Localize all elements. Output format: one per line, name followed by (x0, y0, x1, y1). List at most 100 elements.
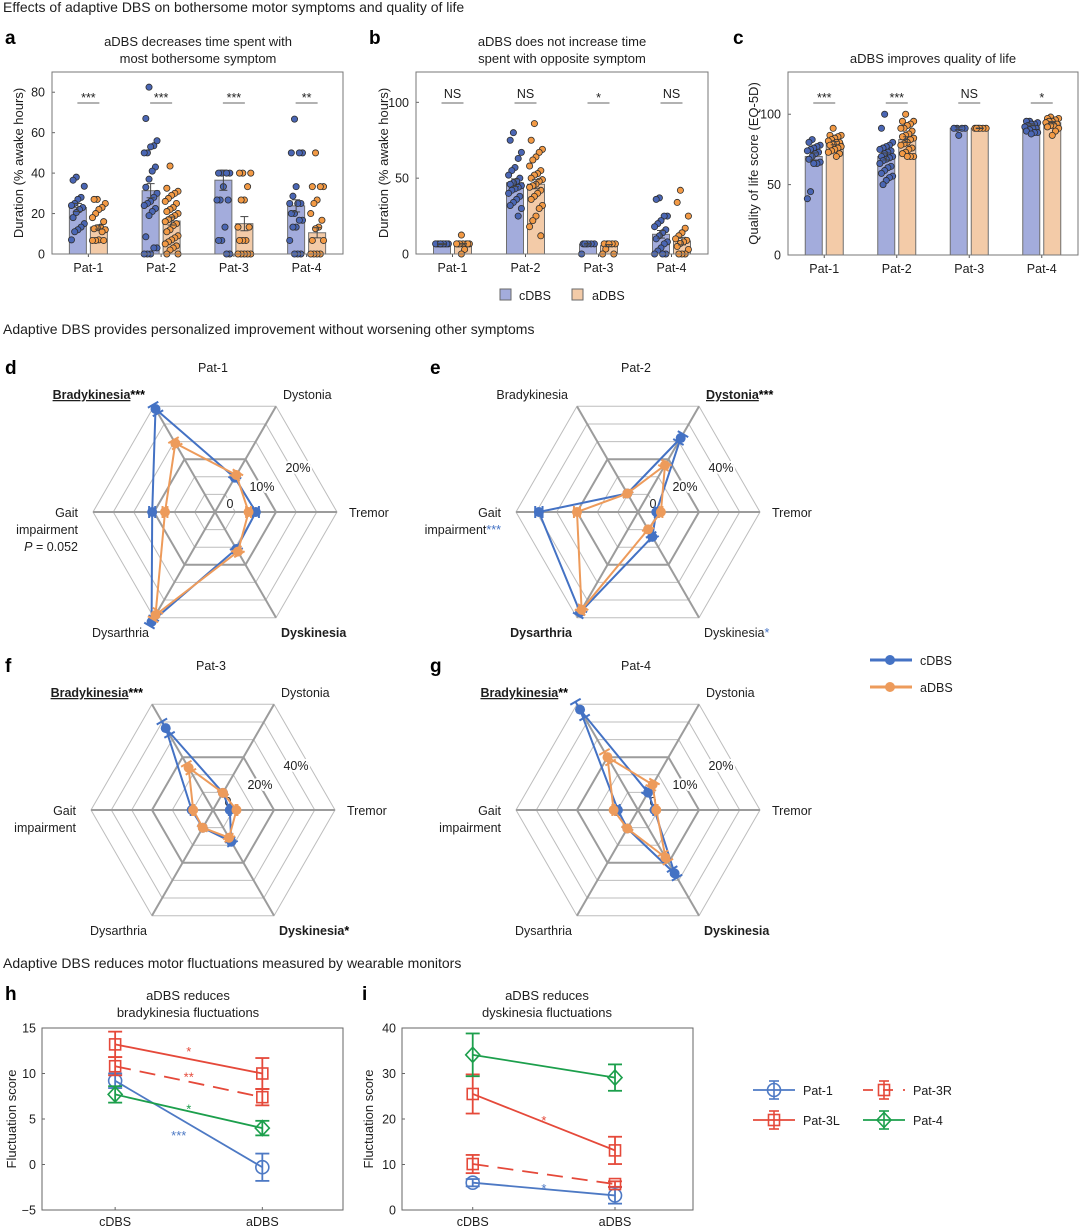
line-series-pat-4 (464, 1032, 624, 1092)
y-axis-label: Duration (% awake hours) (11, 88, 26, 238)
axis-label-text: Dystonia (283, 388, 332, 402)
y-tick-label: 10 (22, 1067, 36, 1081)
data-point (289, 192, 297, 200)
line-series-pat-3r: ** (108, 1056, 270, 1107)
radar-point (572, 507, 582, 517)
plot-frame (401, 1027, 694, 1211)
y-tick-label: 20 (31, 207, 45, 221)
panel-letter: a (5, 28, 16, 49)
data-point (876, 159, 884, 167)
panel-f: f Pat-3 0 20% 40% Bradykinesia*** Dystonia Trem… (5, 656, 387, 938)
data-point (150, 244, 158, 252)
significance-label: *** (889, 91, 904, 105)
radar-point (659, 460, 670, 471)
y-tick-label: 100 (760, 108, 781, 122)
radar-point (147, 507, 158, 517)
x-tick-label: Pat-3 (584, 261, 614, 275)
data-point (527, 136, 535, 144)
data-point (287, 210, 295, 218)
x-tick-label: Pat-4 (657, 261, 687, 275)
radar-point (647, 531, 658, 542)
y-axis-label: Fluctuation score (4, 1070, 19, 1169)
bar-cdbs-pat-4 (1022, 124, 1041, 256)
radar-series-adbs (180, 759, 242, 843)
axis-label-dysarthria: Dysarthria (515, 924, 572, 938)
x-tick-label: Pat-3 (219, 261, 249, 275)
data-point (676, 186, 684, 194)
axis-label-dystonia: Dystonia*** (706, 388, 774, 402)
data-point (161, 197, 169, 205)
data-point (535, 204, 543, 212)
axis-label-dystonia: Dystonia (706, 686, 755, 700)
marker-diamond (464, 1046, 481, 1064)
data-point (153, 137, 161, 145)
bar-legend: cDBS aDBS (499, 288, 625, 303)
axis-label-dysarthria: Dysarthria (92, 626, 149, 640)
data-point (832, 152, 840, 160)
chart-title: aDBS decreases time spent with (104, 34, 292, 49)
data-point (316, 183, 324, 191)
axis-label-dyskinesia: Dyskinesia (704, 924, 770, 938)
radar-ring-label: 0 (227, 497, 234, 511)
series-line (472, 1053, 616, 1079)
axis-label-text: Dysarthria (92, 626, 149, 640)
significance-label: *** (130, 388, 145, 402)
legend-marker-adbs (885, 682, 895, 692)
legend-label: Pat-4 (913, 1114, 943, 1128)
data-point (215, 169, 223, 177)
data-point (312, 225, 320, 233)
data-point (142, 115, 150, 123)
radar-spoke (214, 405, 277, 513)
axis-label-text: Dyskinesia (279, 924, 345, 938)
significance-label: *** (81, 91, 96, 105)
data-point (161, 218, 169, 226)
data-point (294, 199, 302, 207)
radar-point (250, 507, 261, 517)
data-point (877, 169, 885, 177)
error-bar-cap (163, 730, 176, 739)
legend-label-adbs: aDBS (592, 289, 625, 303)
data-point (526, 223, 534, 231)
legend-label-cdbs: cDBS (519, 289, 551, 303)
data-point (286, 199, 294, 207)
radar-spoke (637, 405, 700, 513)
data-point (652, 235, 660, 243)
chart-title: most bothersome symptom (120, 51, 277, 66)
radar-point (608, 805, 619, 815)
y-tick-label: 0 (29, 1158, 36, 1172)
data-point (672, 235, 680, 243)
chart-title: Pat-3 (196, 659, 226, 673)
axis-label-text: Gait (478, 804, 501, 818)
data-point (307, 210, 315, 218)
radar-point (647, 779, 658, 790)
axis-label-text: Tremor (349, 506, 389, 520)
axis-label-dyskinesia: Dyskinesia* (279, 924, 349, 938)
significance-label: * (541, 1181, 546, 1196)
legend-label-adbs: aDBS (920, 681, 953, 695)
data-point (236, 236, 244, 244)
axis-label-dyskinesia: Dyskinesia* (704, 626, 769, 640)
axis-label-dyskinesia: Dyskinesia (281, 626, 347, 640)
axis-label-text: Bradykinesia (496, 388, 568, 402)
radar-ring-label: 20% (247, 778, 272, 792)
data-point (161, 240, 169, 248)
marker-circle (255, 1159, 270, 1175)
radar-series-adbs (572, 458, 673, 617)
data-point (529, 156, 537, 164)
line-chart-legend: Pat-1 Pat-3R Pat-3L Pat-4 (753, 1080, 952, 1130)
legend-entry-pat-4: Pat-4 (863, 1110, 943, 1130)
axis-label-tremor: Tremor (349, 506, 389, 520)
data-point (530, 120, 538, 128)
marker-diamond (606, 1068, 624, 1087)
data-point (234, 223, 242, 231)
legend-label: Pat-3R (913, 1084, 952, 1098)
marker-square (466, 1087, 480, 1101)
bar-adbs-pat-4 (1043, 122, 1062, 256)
radar-point (160, 723, 171, 734)
data-point (145, 83, 153, 91)
data-point (236, 169, 244, 177)
data-point (1048, 131, 1056, 139)
data-point (537, 232, 545, 240)
panel-g: g Pat-4 0 10% 20% Bradykinesia** Dystonia Tremo… (430, 656, 812, 938)
radar-point (231, 470, 242, 481)
